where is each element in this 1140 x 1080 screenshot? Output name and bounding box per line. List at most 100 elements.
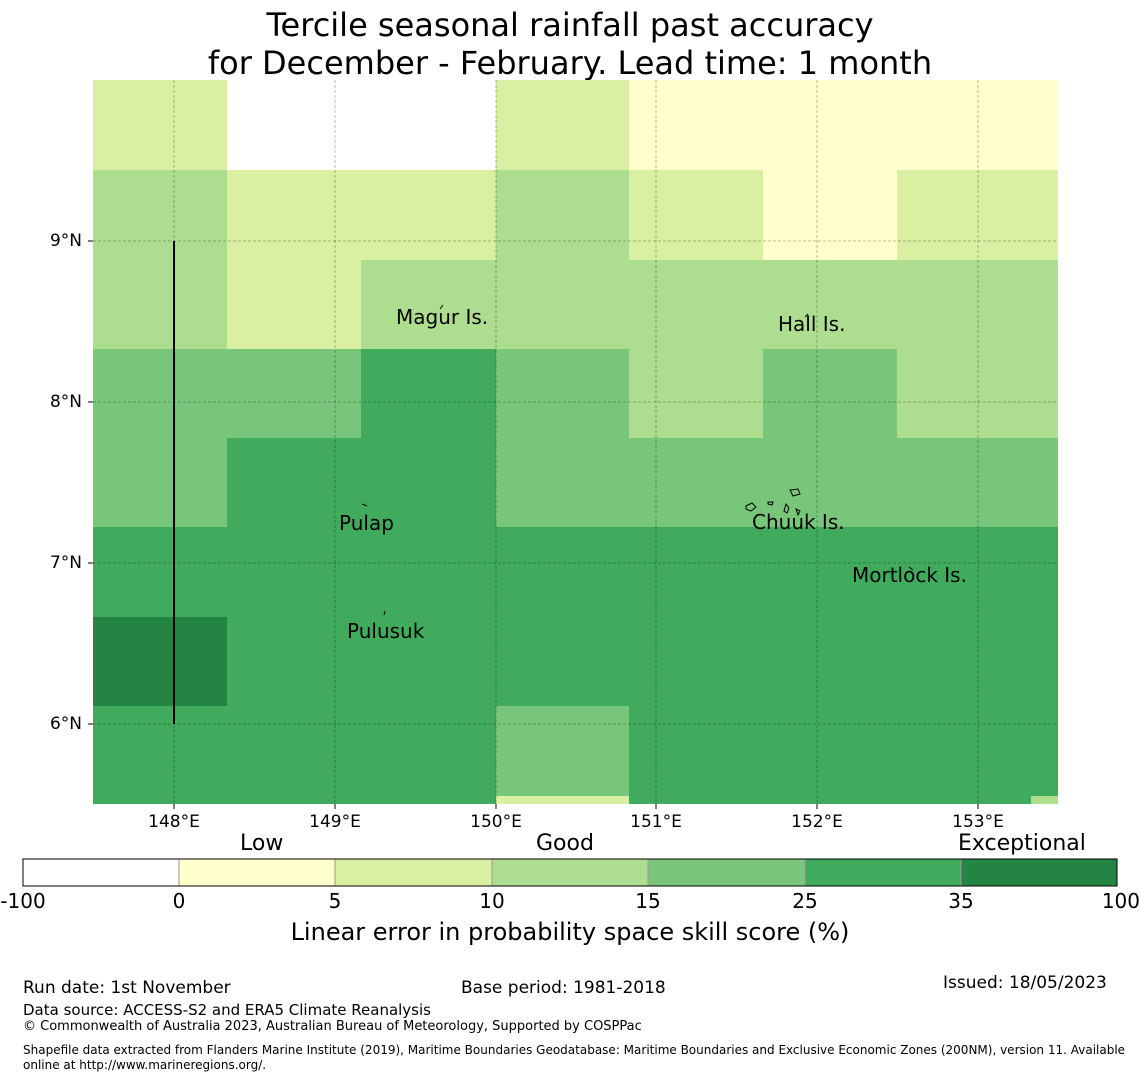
chart-title-line2: for December - February. Lead time: 1 mo… xyxy=(207,44,933,82)
skill-cell xyxy=(227,260,361,349)
colorbar-segment xyxy=(23,859,179,886)
skill-cell xyxy=(763,527,897,617)
mortlock-island xyxy=(908,566,914,571)
skill-cell xyxy=(496,617,629,706)
skill-cell xyxy=(227,80,361,170)
skill-cell xyxy=(629,438,763,527)
place-label-mortlock: Mortlock Is. xyxy=(852,563,967,587)
base-period: Base period: 1981-2018 xyxy=(461,978,666,998)
skill-cell xyxy=(763,617,897,706)
run-date: Run date: 1st November xyxy=(23,978,231,998)
issued-date: Issued: 18/05/2023 xyxy=(943,973,1107,993)
skill-cell xyxy=(763,349,897,438)
place-label-magur: Magur Is. xyxy=(396,305,489,329)
place-label-hall: Hall Is. xyxy=(778,312,846,336)
lon-label-151e: 151°E xyxy=(630,812,682,832)
skill-cell xyxy=(1031,438,1058,527)
graticule xyxy=(93,80,1058,804)
skill-cell xyxy=(93,617,227,706)
skill-cell xyxy=(361,80,496,170)
skill-cell xyxy=(227,527,361,617)
shapefile-credit-line2: online at http://www.marineregions.org/. xyxy=(23,1058,267,1072)
skill-cell xyxy=(763,80,897,170)
skill-cell xyxy=(361,170,496,260)
lon-label-149e: 149°E xyxy=(309,812,361,832)
colorbar-border xyxy=(22,858,1118,887)
skill-cell xyxy=(93,527,227,617)
skill-cell xyxy=(897,260,1031,349)
skill-cell xyxy=(1031,527,1058,617)
skill-cell xyxy=(227,438,361,527)
skill-cell xyxy=(227,617,361,706)
skill-cell xyxy=(361,706,496,804)
skill-cell xyxy=(1031,706,1058,804)
colorbar-tick-label: -100 xyxy=(0,889,46,913)
skill-cell xyxy=(496,527,629,617)
colorbar-tick-label: 5 xyxy=(328,889,342,913)
skill-cell xyxy=(629,170,763,260)
skill-cell xyxy=(93,349,227,438)
skill-cell xyxy=(897,80,1031,170)
skill-cell xyxy=(93,706,227,804)
skill-cell xyxy=(93,260,227,349)
skill-cell xyxy=(897,706,1031,804)
skill-cell xyxy=(496,170,629,260)
place-label-pulusuk: Pulusuk xyxy=(347,619,425,643)
shapefile-credit-line1: Shapefile data extracted from Flanders M… xyxy=(23,1043,1126,1057)
skill-cell xyxy=(361,527,496,617)
skill-cell xyxy=(496,438,629,527)
colorbar-tick-label: 0 xyxy=(172,889,186,913)
skill-cell xyxy=(629,617,763,706)
skill-cell xyxy=(897,170,1031,260)
skill-cell xyxy=(1031,796,1058,804)
skill-cell xyxy=(1031,260,1058,349)
island-outlines xyxy=(361,304,914,616)
skill-cell xyxy=(1031,80,1058,170)
skill-cell xyxy=(897,438,1031,527)
lat-label-9n: 9°N xyxy=(49,231,82,251)
skill-cell xyxy=(227,170,361,260)
skill-cell xyxy=(763,170,897,260)
skill-cell xyxy=(361,617,496,706)
chuuk-lagoon xyxy=(745,488,801,517)
colorbar-tick-label: 10 xyxy=(479,889,505,913)
skill-cell xyxy=(227,706,361,804)
lon-label-148e: 148°E xyxy=(148,812,200,832)
skill-cell xyxy=(361,438,496,527)
skill-cell xyxy=(1031,617,1058,706)
chart-title-line1: Tercile seasonal rainfall past accuracy xyxy=(266,6,874,44)
skill-cell xyxy=(93,80,227,170)
lat-label-8n: 8°N xyxy=(49,392,82,412)
colorbar-tick-label: 15 xyxy=(635,889,661,913)
category-label-low: Low xyxy=(240,831,284,856)
skill-cell xyxy=(629,349,763,438)
skill-cell xyxy=(1031,349,1058,438)
skill-cell xyxy=(496,796,629,804)
lat-label-7n: 7°N xyxy=(49,553,82,573)
colorbar-segment xyxy=(805,859,961,886)
skill-cell xyxy=(763,260,897,349)
data-source: Data source: ACCESS-S2 and ERA5 Climate … xyxy=(23,1001,431,1019)
skill-cell xyxy=(496,349,629,438)
colorbar-segment xyxy=(961,859,1117,886)
lon-label-153e: 153°E xyxy=(952,812,1004,832)
category-label-exceptional: Exceptional xyxy=(958,831,1086,856)
skill-cell xyxy=(897,527,1031,617)
colorbar-segment xyxy=(492,859,648,886)
skill-cell xyxy=(361,349,496,438)
skill-cell xyxy=(1031,170,1058,260)
lon-label-150e: 150°E xyxy=(470,812,522,832)
skill-cell xyxy=(629,706,763,804)
lon-label-152e: 152°E xyxy=(791,812,843,832)
skill-cell xyxy=(496,260,629,349)
magur-island xyxy=(439,304,444,310)
skill-cell xyxy=(763,706,897,804)
colorbar-segment xyxy=(179,859,335,886)
category-label-good: Good xyxy=(536,831,594,856)
lat-label-6n: 6°N xyxy=(49,714,82,734)
skill-cell xyxy=(227,349,361,438)
skill-cell xyxy=(629,527,763,617)
colorbar-tick-label: 100 xyxy=(1101,889,1140,913)
skill-cell xyxy=(629,80,763,170)
